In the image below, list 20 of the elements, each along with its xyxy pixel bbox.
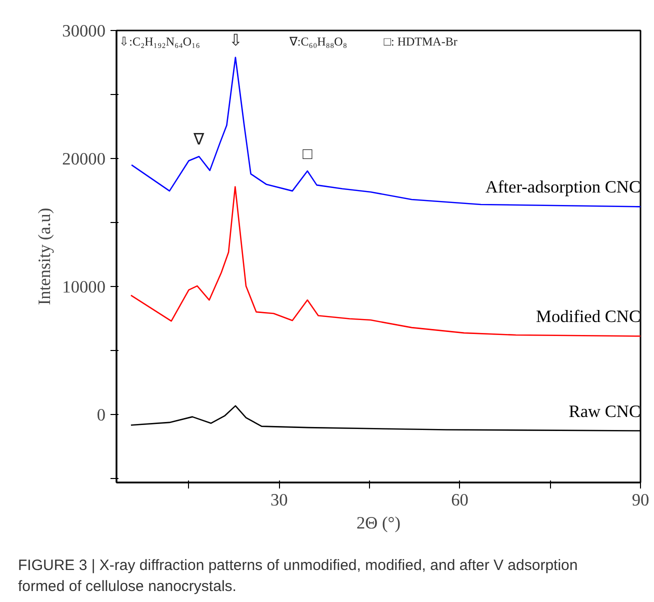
caption: FIGURE 3 | X-ray diffraction patterns of unmodified, modified, and after V adsorption formed of cellulose nanocrystals.	[18, 556, 579, 598]
x-axis-title: 2Θ (°)	[356, 514, 401, 532]
x-tick-label: 30	[270, 490, 288, 510]
series-label: After-adsorption CNC	[485, 178, 641, 197]
x-tick-label: 90	[632, 490, 650, 510]
annotation: ∇:C₆₀H₈₈O₈	[288, 34, 348, 48]
y-tick-label: 10000	[62, 278, 106, 297]
annotation: □: HDTMA-Br	[384, 34, 458, 48]
series-label: Raw CNC	[568, 402, 641, 421]
y-axis-title: Intensity (a.u)	[35, 208, 54, 306]
line-series	[130, 56, 640, 208]
x-tick-label: 60	[451, 490, 468, 510]
y-tick-label: 30000	[62, 22, 106, 40]
series-label: Modified CNC	[536, 307, 640, 326]
annotation: ⇩:C₂H₁₉₂N₆₄O₁₆	[119, 34, 200, 48]
annotation: □	[302, 146, 313, 163]
y-tick-label: 0	[96, 406, 106, 425]
y-tick-label: 20000	[62, 150, 106, 169]
annotation: ⇩	[228, 32, 242, 50]
annotation: ∇	[192, 131, 205, 148]
